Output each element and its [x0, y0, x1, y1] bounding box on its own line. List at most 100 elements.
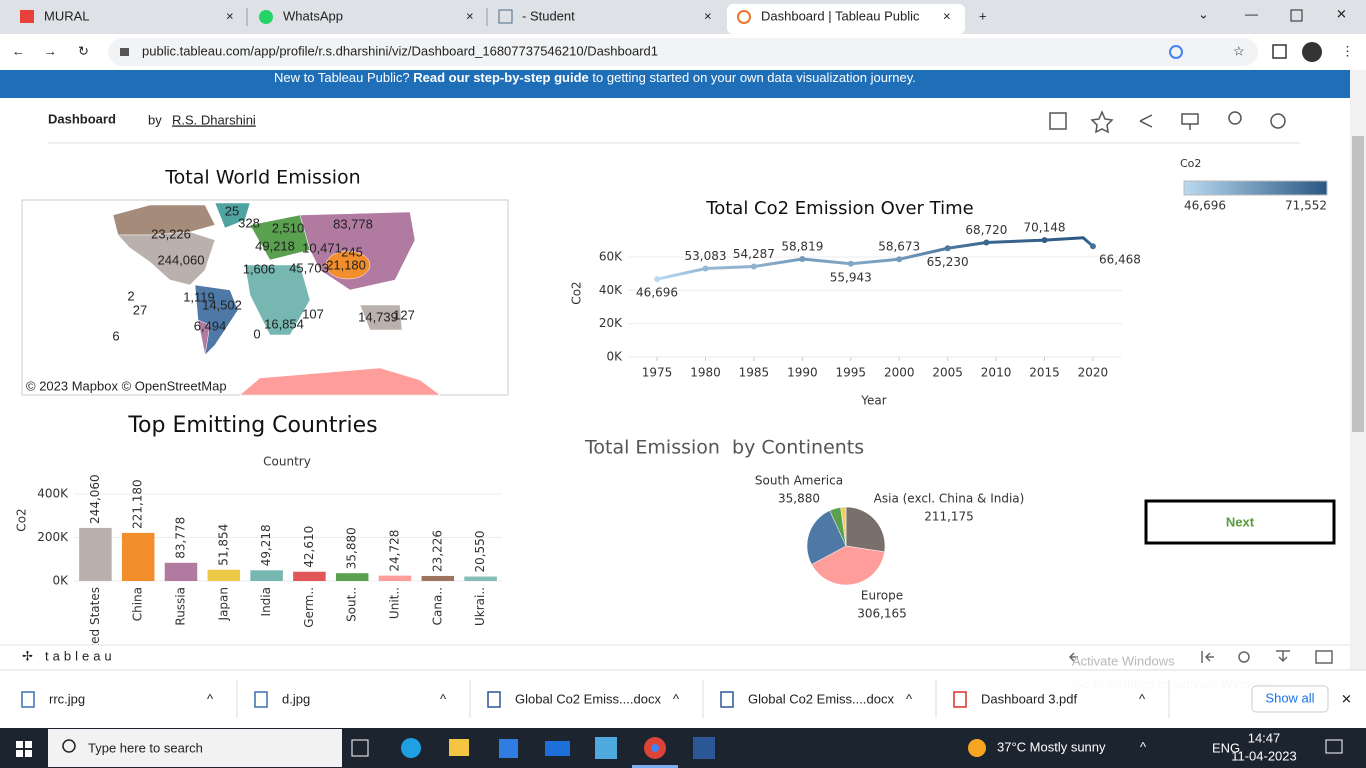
download[interactable]: [1276, 650, 1290, 663]
menu[interactable]: ⋮: [1341, 43, 1354, 58]
chrome-icon: [651, 744, 659, 752]
next-button[interactable]: [1144, 499, 1336, 545]
download-icon[interactable]: [1181, 113, 1199, 130]
google-icon[interactable]: [1169, 45, 1183, 59]
download-file[interactable]: d.jpg: [282, 691, 310, 706]
bar[interactable]: [464, 576, 497, 581]
country-shape[interactable]: [214, 202, 251, 229]
store-icon[interactable]: [499, 739, 518, 758]
edge-icon[interactable]: [401, 738, 421, 758]
tab-close[interactable]: ×: [943, 8, 951, 23]
tab-title[interactable]: WhatsApp: [283, 8, 343, 23]
bar[interactable]: [79, 527, 112, 581]
pie-slice[interactable]: [806, 510, 847, 565]
download-file[interactable]: Global Co2 Emiss....docx: [748, 691, 894, 706]
banner-link[interactable]: Read our step-by-step guide: [413, 70, 589, 85]
country-shape[interactable]: [359, 304, 403, 331]
app-icon[interactable]: [595, 737, 617, 759]
show-all[interactable]: Show all: [1265, 690, 1314, 705]
minimize[interactable]: —: [1245, 6, 1258, 21]
start-button[interactable]: [25, 741, 32, 748]
tab-close[interactable]: ×: [226, 8, 234, 23]
active-tab[interactable]: [727, 4, 965, 34]
download-file[interactable]: Dashboard 3.pdf: [981, 691, 1078, 706]
download-file[interactable]: Global Co2 Emiss....docx: [515, 691, 661, 706]
next-label[interactable]: Next: [1226, 514, 1255, 529]
country-shape[interactable]: [197, 319, 211, 356]
weather-icon: [968, 739, 986, 757]
omnibox[interactable]: [108, 38, 1258, 66]
settings-icon[interactable]: [1270, 113, 1286, 129]
share-icon[interactable]: [1139, 114, 1153, 128]
bar[interactable]: [421, 575, 455, 581]
profile[interactable]: [1302, 42, 1322, 62]
language[interactable]: ENG: [1212, 740, 1240, 755]
x-tick-label: 1990: [787, 366, 818, 380]
show-all-button[interactable]: [1251, 685, 1329, 713]
y-tick-label: 0K: [52, 574, 69, 588]
bar[interactable]: [164, 562, 198, 581]
map-label: 83,778: [333, 216, 373, 231]
tab-title[interactable]: - Student: [522, 8, 575, 23]
bar[interactable]: [378, 575, 412, 581]
start-button[interactable]: [16, 741, 23, 748]
tab-search[interactable]: ⌄: [1198, 6, 1209, 21]
clock-time[interactable]: 14:47: [1248, 730, 1281, 745]
explorer-icon[interactable]: [449, 739, 469, 756]
country-shape[interactable]: [117, 231, 216, 286]
tab-close[interactable]: ×: [704, 8, 712, 23]
start-button[interactable]: [16, 750, 23, 757]
close-window[interactable]: ✕: [1336, 6, 1347, 21]
bar[interactable]: [207, 569, 241, 581]
revert[interactable]: [1201, 651, 1214, 663]
fullscreen[interactable]: [1315, 650, 1333, 664]
new-tab[interactable]: +: [979, 8, 987, 23]
country-shape[interactable]: [244, 264, 311, 336]
bar[interactable]: [250, 570, 283, 581]
tab-title[interactable]: Dashboard | Tableau Public: [761, 8, 920, 23]
close-downloads[interactable]: ✕: [1341, 691, 1352, 706]
start-button[interactable]: [25, 750, 32, 757]
tab-title[interactable]: MURAL: [44, 8, 90, 23]
undo[interactable]: [1068, 652, 1078, 662]
tab-close[interactable]: ×: [466, 8, 474, 23]
country-shape[interactable]: [239, 367, 441, 396]
clock-date[interactable]: 11-04-2023: [1231, 748, 1297, 763]
bar[interactable]: [335, 573, 369, 581]
slice-value: 306,165: [857, 607, 907, 621]
author-link[interactable]: R.S. Dharshini: [172, 112, 256, 127]
task-view[interactable]: [351, 739, 369, 757]
word-icon[interactable]: [693, 737, 715, 759]
reload[interactable]: ↻: [78, 43, 89, 58]
data-label: 23,226: [430, 530, 444, 572]
favorite-icon[interactable]: [1090, 110, 1114, 134]
pie-slice[interactable]: [845, 506, 886, 553]
weather[interactable]: 37°C Mostly sunny: [997, 739, 1106, 754]
back[interactable]: ←: [12, 43, 25, 58]
bar[interactable]: [121, 532, 155, 581]
pie-slice[interactable]: [811, 545, 885, 586]
mail-icon[interactable]: [545, 741, 570, 756]
file-icon: [254, 691, 268, 708]
side-panel[interactable]: [1272, 44, 1287, 59]
country-shape[interactable]: [325, 250, 371, 280]
scroll-thumb[interactable]: [1352, 136, 1364, 432]
bar[interactable]: [293, 571, 326, 581]
badge-icon[interactable]: [1228, 111, 1242, 125]
forward[interactable]: →: [44, 43, 57, 58]
url[interactable]: public.tableau.com/app/profile/r.s.dhars…: [142, 43, 658, 58]
download-file[interactable]: rrc.jpg: [49, 691, 85, 706]
bookmark[interactable]: ☆: [1233, 43, 1245, 58]
search-placeholder[interactable]: Type here to search: [88, 740, 203, 755]
data-label: 20,550: [473, 531, 487, 573]
maximize[interactable]: [1290, 9, 1303, 22]
map-label: 14,502: [202, 297, 242, 312]
notifications[interactable]: [1325, 739, 1343, 754]
pie-slice[interactable]: [840, 506, 847, 547]
tray-arrow[interactable]: ^: [1140, 739, 1147, 754]
search-box[interactable]: [48, 729, 342, 767]
edit-icon[interactable]: [1049, 112, 1067, 130]
share[interactable]: [1238, 651, 1250, 663]
tableau-logo[interactable]: tableau: [45, 648, 116, 663]
x-tick-label: Unit..: [388, 587, 402, 619]
